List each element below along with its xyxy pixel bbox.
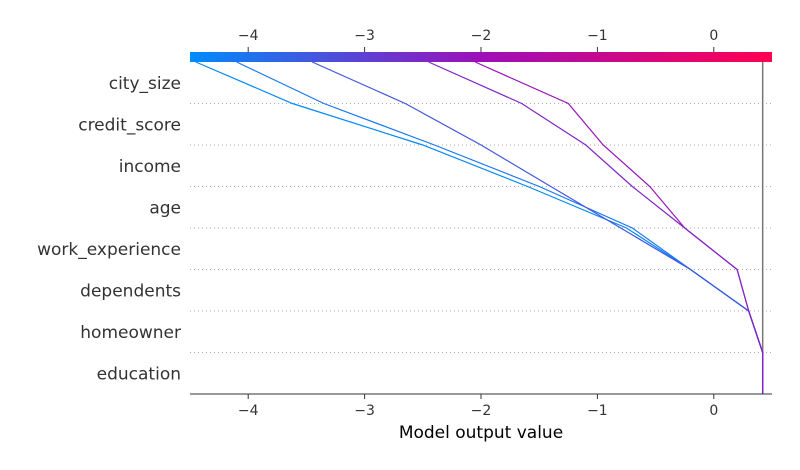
x-tick-label: −3	[354, 403, 375, 419]
top-x-tick-label: −1	[587, 28, 608, 44]
feature-label: age	[149, 198, 181, 218]
x-tick-label: −4	[238, 403, 259, 419]
colorbar: −4 −3 −2 −1 0	[190, 28, 772, 62]
x-tick-label: 0	[709, 403, 718, 419]
feature-label: dependents	[80, 281, 181, 301]
decision-line	[311, 61, 764, 394]
feature-label: income	[119, 157, 181, 177]
top-x-tick-label: −3	[354, 28, 375, 44]
x-tick-label: −1	[587, 403, 608, 419]
x-axis: −4 −3 −2 −1 0	[190, 393, 772, 419]
colorbar-gradient	[190, 52, 772, 62]
decision-lines	[195, 61, 764, 394]
top-x-tick-label: −4	[238, 28, 259, 44]
feature-label: city_size	[109, 74, 181, 94]
feature-label: education	[97, 364, 181, 384]
decision-line	[428, 61, 764, 394]
decision-line	[195, 61, 764, 394]
feature-label: credit_score	[78, 115, 181, 135]
x-axis-title: Model output value	[399, 423, 563, 443]
x-tick-label: −2	[471, 403, 492, 419]
feature-label: homeowner	[80, 323, 181, 343]
top-x-tick-label: −2	[471, 28, 492, 44]
feature-grid	[190, 103, 772, 353]
feature-labels: education homeowner dependents work_experie…	[37, 74, 181, 385]
top-x-tick-label: 0	[709, 28, 718, 44]
feature-label: work_experience	[37, 240, 181, 260]
